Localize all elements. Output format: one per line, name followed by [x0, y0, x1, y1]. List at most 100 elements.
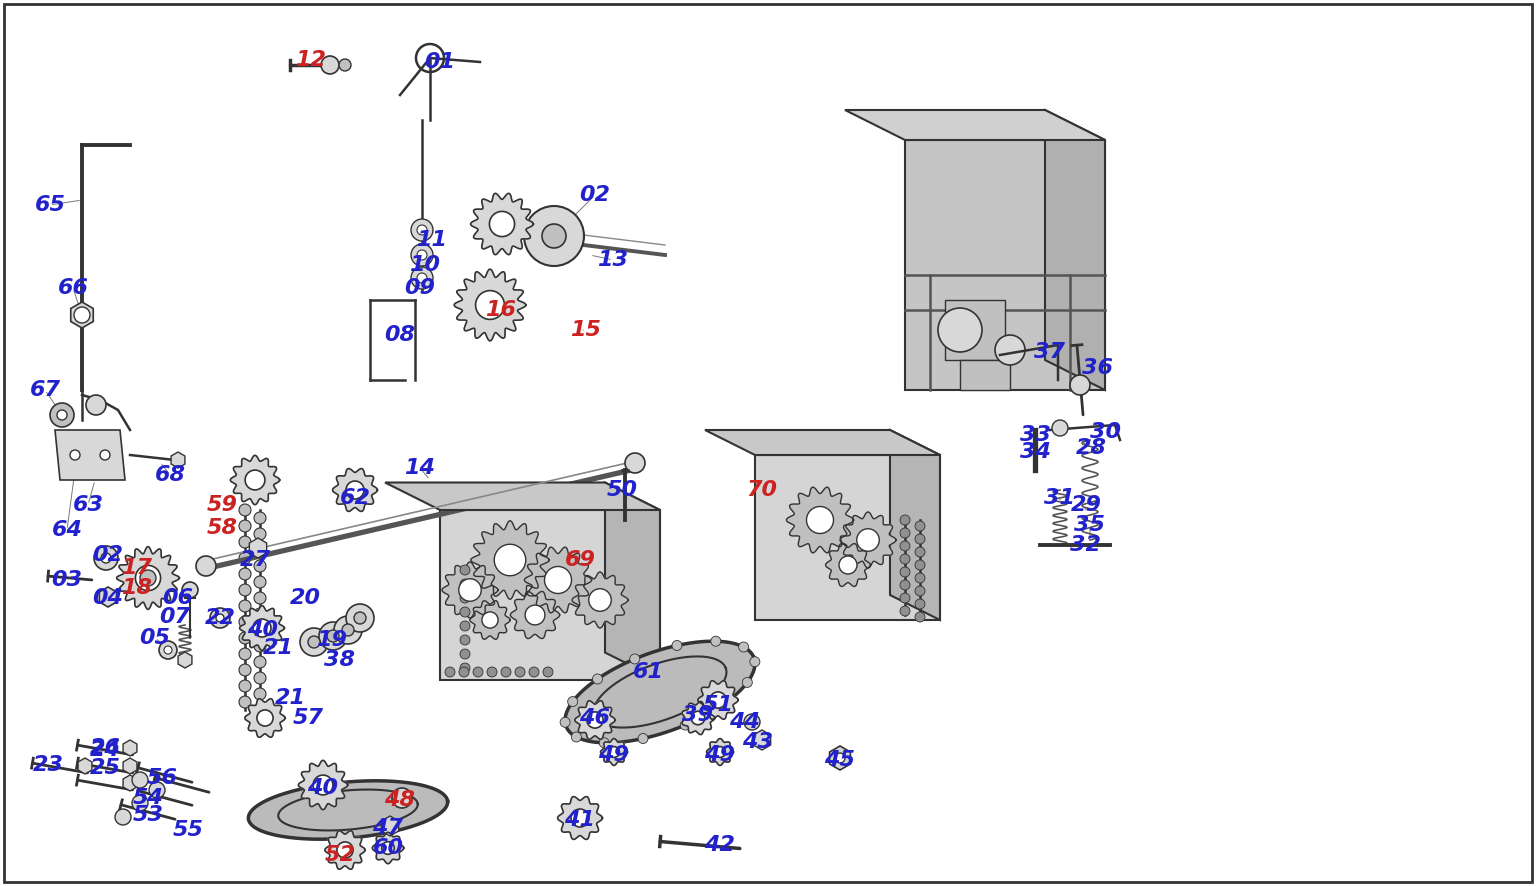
Circle shape: [593, 674, 602, 684]
Circle shape: [857, 529, 879, 551]
Circle shape: [836, 753, 845, 763]
Circle shape: [459, 579, 481, 602]
Circle shape: [525, 605, 545, 625]
Polygon shape: [244, 699, 286, 737]
Circle shape: [300, 628, 329, 656]
Circle shape: [412, 267, 433, 289]
Circle shape: [459, 565, 470, 575]
Circle shape: [691, 711, 705, 725]
Circle shape: [459, 607, 470, 617]
Polygon shape: [571, 572, 628, 628]
Polygon shape: [826, 544, 871, 587]
Circle shape: [680, 720, 690, 730]
Text: 68: 68: [155, 465, 186, 485]
Circle shape: [321, 56, 339, 74]
Text: 27: 27: [240, 550, 270, 570]
Circle shape: [74, 307, 91, 323]
Circle shape: [476, 291, 504, 319]
Circle shape: [637, 734, 648, 743]
Circle shape: [319, 622, 347, 650]
Text: 20: 20: [289, 588, 321, 608]
Circle shape: [459, 621, 470, 631]
Polygon shape: [123, 775, 137, 791]
Circle shape: [240, 680, 250, 692]
Circle shape: [490, 212, 515, 237]
Circle shape: [710, 692, 727, 708]
Polygon shape: [565, 641, 756, 742]
Circle shape: [544, 667, 553, 677]
Polygon shape: [455, 269, 525, 341]
Circle shape: [915, 560, 925, 570]
Polygon shape: [829, 746, 851, 770]
Text: 31: 31: [1044, 488, 1075, 508]
Circle shape: [900, 554, 909, 564]
Circle shape: [599, 738, 610, 748]
Text: 62: 62: [339, 488, 370, 508]
Text: 14: 14: [404, 458, 436, 478]
Text: 39: 39: [682, 705, 714, 725]
Polygon shape: [386, 483, 660, 510]
Circle shape: [915, 534, 925, 544]
Circle shape: [938, 308, 982, 352]
Circle shape: [915, 573, 925, 583]
Circle shape: [806, 507, 834, 533]
Circle shape: [487, 667, 498, 677]
Circle shape: [625, 453, 645, 473]
Circle shape: [501, 667, 511, 677]
Text: 10: 10: [410, 255, 441, 275]
Circle shape: [416, 250, 427, 260]
Circle shape: [71, 450, 80, 460]
Text: 17: 17: [121, 558, 152, 578]
Circle shape: [240, 600, 250, 612]
Circle shape: [1071, 375, 1091, 395]
Polygon shape: [601, 739, 627, 766]
Text: 07: 07: [160, 607, 190, 627]
Text: 50: 50: [607, 480, 637, 500]
Polygon shape: [249, 781, 447, 839]
Circle shape: [253, 560, 266, 572]
Circle shape: [900, 580, 909, 590]
Text: 48: 48: [384, 790, 416, 810]
Text: 32: 32: [1069, 535, 1100, 555]
Circle shape: [528, 667, 539, 677]
Text: 59: 59: [206, 495, 238, 515]
Circle shape: [253, 608, 266, 620]
Circle shape: [1052, 420, 1068, 436]
Text: 37: 37: [1035, 342, 1066, 362]
Text: 70: 70: [746, 480, 777, 500]
Text: 30: 30: [1089, 422, 1120, 442]
Circle shape: [412, 244, 433, 266]
Circle shape: [100, 450, 111, 460]
Text: 06: 06: [163, 588, 194, 608]
Circle shape: [253, 704, 266, 716]
Text: 03: 03: [52, 570, 83, 590]
Polygon shape: [372, 832, 404, 864]
Circle shape: [246, 470, 264, 490]
Circle shape: [743, 714, 760, 730]
Circle shape: [915, 521, 925, 531]
Circle shape: [915, 547, 925, 557]
Text: 05: 05: [140, 628, 170, 648]
Polygon shape: [230, 455, 280, 505]
Circle shape: [561, 718, 570, 727]
Circle shape: [253, 624, 266, 636]
Bar: [960, 360, 1011, 390]
Polygon shape: [123, 740, 137, 756]
Circle shape: [253, 640, 266, 652]
Text: 60: 60: [373, 838, 404, 858]
Circle shape: [240, 584, 250, 596]
Text: 29: 29: [1071, 495, 1101, 515]
Polygon shape: [470, 193, 533, 254]
Circle shape: [473, 667, 482, 677]
Circle shape: [717, 700, 728, 710]
Circle shape: [160, 641, 177, 659]
Circle shape: [750, 657, 760, 666]
Circle shape: [253, 672, 266, 684]
Text: 18: 18: [121, 578, 152, 598]
Text: 67: 67: [29, 380, 60, 400]
Text: 15: 15: [570, 320, 602, 340]
Circle shape: [140, 570, 157, 586]
Polygon shape: [786, 487, 854, 553]
Text: 51: 51: [702, 695, 734, 715]
Polygon shape: [470, 601, 510, 640]
